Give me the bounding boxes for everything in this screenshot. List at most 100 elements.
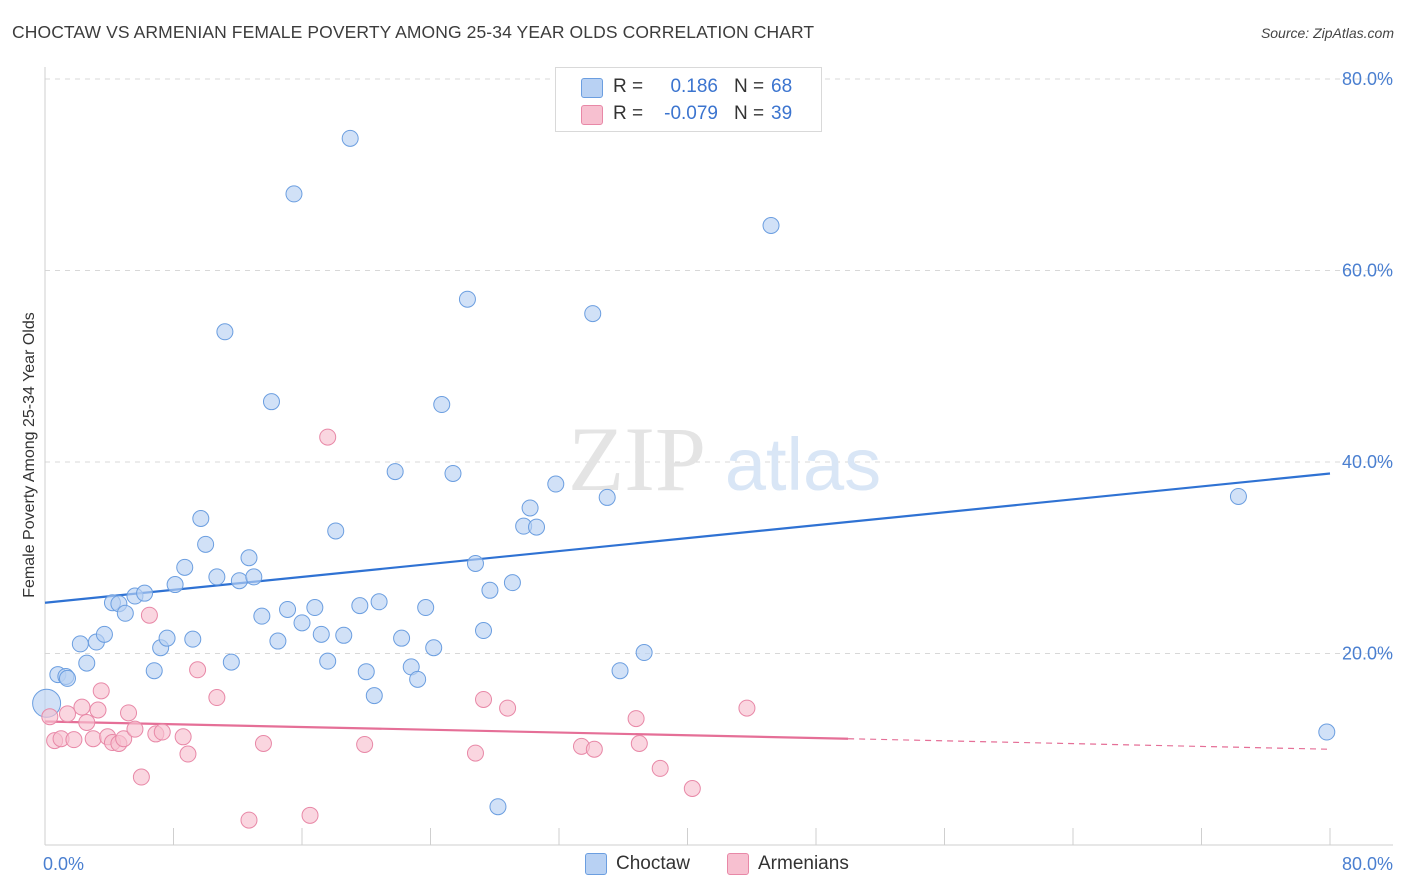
- armenian-point: [475, 690, 493, 708]
- choctaw-point: [184, 630, 202, 648]
- choctaw-point: [197, 535, 215, 553]
- watermark-atlas: atlas: [725, 423, 881, 506]
- axes: [44, 67, 1393, 846]
- choctaw-point: [208, 568, 226, 586]
- n-value: 68: [771, 76, 793, 97]
- choctaw-point: [584, 305, 602, 323]
- choctaw-point: [279, 600, 297, 618]
- correlation-legend: R = 0.186 N = 68 R = -0.079 N = 39: [555, 67, 822, 132]
- trend-lines: [44, 472, 1331, 750]
- armenian-point: [126, 720, 144, 738]
- choctaw-point: [319, 652, 337, 670]
- y-axis-label: Female Poverty Among 25-34 Year Olds: [21, 312, 38, 598]
- y-tick-label: 40.0%: [1342, 452, 1393, 472]
- armenian-trend-line: [44, 720, 849, 740]
- choctaw-point: [58, 669, 76, 687]
- choctaw-point: [293, 614, 311, 632]
- legend-row-choctaw: R = 0.186 N = 68: [556, 74, 821, 100]
- r-label: R =: [613, 76, 644, 97]
- choctaw-point: [466, 554, 484, 572]
- armenian-point: [115, 730, 133, 748]
- choctaw-point: [262, 393, 280, 411]
- choctaw-point: [458, 290, 476, 308]
- armenian-point: [499, 699, 517, 717]
- choctaw-point: [762, 216, 780, 234]
- choctaw-point: [481, 581, 499, 599]
- r-label: R =: [613, 103, 644, 124]
- armenian-point: [65, 731, 83, 749]
- choctaw-point: [503, 574, 521, 592]
- choctaw-point: [528, 518, 546, 536]
- x-tick-label: 0.0%: [43, 854, 84, 874]
- choctaw-point: [312, 625, 330, 643]
- armenian-point: [356, 735, 374, 753]
- armenian-point: [585, 740, 603, 758]
- n-value: 39: [771, 103, 793, 124]
- armenian-trend-extension: [848, 738, 1331, 750]
- armenian-point: [73, 698, 91, 716]
- y-tick-label: 60.0%: [1342, 261, 1393, 281]
- choctaw-point: [158, 629, 176, 647]
- choctaw-point: [357, 663, 375, 681]
- choctaw-point: [136, 584, 154, 602]
- choctaw-point: [475, 622, 493, 640]
- armenian-point: [174, 728, 192, 746]
- choctaw-point: [335, 626, 353, 644]
- chart-title: CHOCTAW VS ARMENIAN FEMALE POVERTY AMONG…: [12, 22, 815, 42]
- armenian-point: [179, 745, 197, 763]
- data-points: [32, 129, 1336, 829]
- choctaw-point: [341, 129, 359, 147]
- choctaw-point: [635, 644, 653, 662]
- choctaw-label: Choctaw: [616, 853, 690, 874]
- armenian-point: [58, 705, 76, 723]
- armenian-point: [254, 735, 272, 753]
- grid: [45, 78, 1393, 654]
- choctaw-point: [95, 625, 113, 643]
- choctaw-point: [230, 572, 248, 590]
- choctaw-point: [489, 798, 507, 816]
- armenian-point: [132, 768, 150, 786]
- choctaw-point: [521, 499, 539, 517]
- choctaw-point: [351, 597, 369, 615]
- choctaw-point: [78, 654, 96, 672]
- armenian-point: [627, 710, 645, 728]
- watermark: ZIP atlas: [568, 408, 881, 510]
- choctaw-point: [306, 599, 324, 617]
- choctaw-point: [417, 599, 435, 617]
- armenian-point: [466, 744, 484, 762]
- armenian-point: [92, 682, 110, 700]
- choctaw-point: [253, 607, 271, 625]
- armenian-point: [738, 699, 756, 717]
- armenian-point: [319, 428, 337, 446]
- r-value: 0.186: [670, 76, 718, 97]
- armenian-point: [208, 689, 226, 707]
- choctaw-point: [240, 549, 258, 567]
- armenian-point: [301, 806, 319, 824]
- choctaw-point: [327, 522, 345, 540]
- choctaw-point: [433, 396, 451, 414]
- y-tick-label: 20.0%: [1342, 644, 1393, 664]
- source-label: Source: ZipAtlas.com: [1260, 25, 1394, 41]
- choctaw-point: [216, 323, 234, 341]
- watermark-zip: ZIP: [568, 408, 706, 510]
- y-tick-label: 80.0%: [1342, 69, 1393, 89]
- choctaw-point: [145, 662, 163, 680]
- choctaw-point: [393, 629, 411, 647]
- choctaw-point: [166, 576, 184, 594]
- choctaw-point: [409, 670, 427, 688]
- armenian-point: [41, 708, 59, 726]
- armenian-point: [630, 735, 648, 753]
- armenian-point: [240, 811, 258, 829]
- choctaw-point: [444, 464, 462, 482]
- armenian-point: [120, 704, 138, 722]
- choctaw-point: [285, 185, 303, 203]
- choctaw-point: [222, 653, 240, 671]
- armenian-point: [140, 606, 158, 624]
- choctaw-point: [611, 662, 629, 680]
- choctaw-swatch: [585, 853, 607, 875]
- choctaw-point: [1229, 487, 1247, 505]
- choctaw-point: [269, 632, 287, 650]
- choctaw-point: [547, 475, 565, 493]
- armenian-point: [84, 730, 102, 748]
